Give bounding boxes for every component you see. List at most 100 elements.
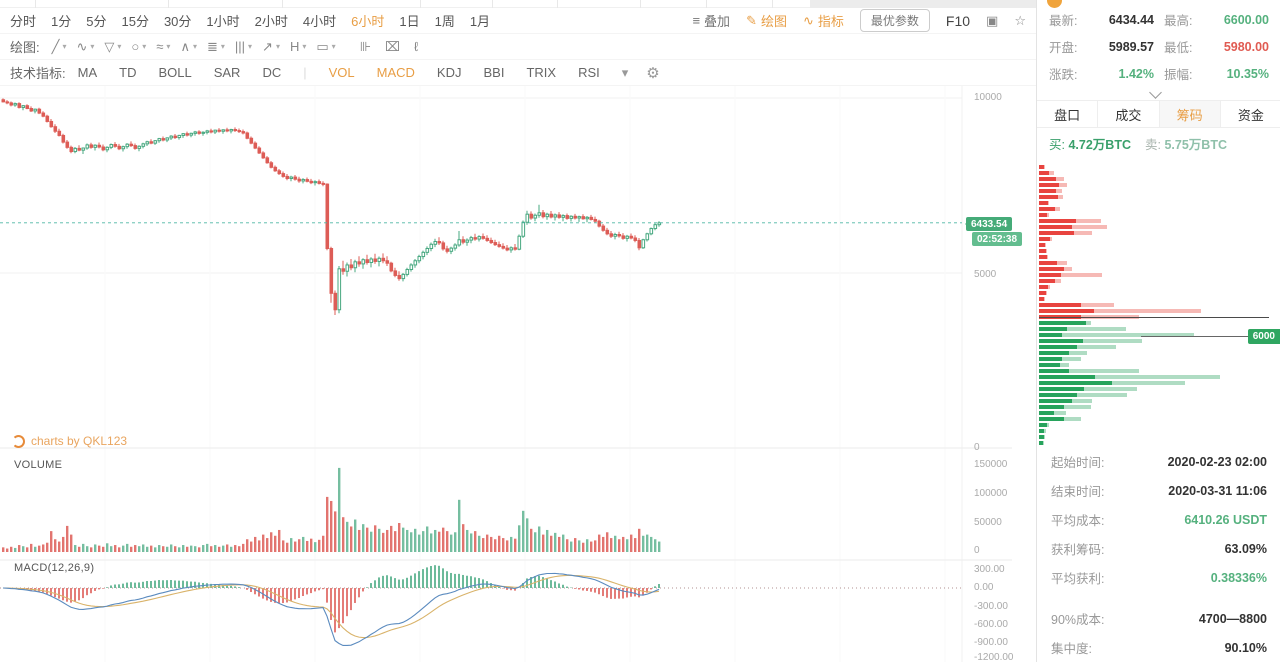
- chip-bar-light: [1039, 405, 1091, 409]
- current-price-separator-line: [1039, 317, 1269, 318]
- chart-toolbar: 分时 1分 5分 15分 30分 1小时 2小时 4小时 6小时 1日 1周 1月 ≡ 叠加 ✎ 绘图…: [0, 8, 1036, 86]
- draw-button[interactable]: ✎ 绘图: [746, 11, 787, 30]
- timeframe-1分[interactable]: 1分: [51, 14, 72, 29]
- draw-tool-5[interactable]: ∧ ▾: [180, 39, 197, 55]
- timeframe-1小时[interactable]: 1小时: [206, 14, 240, 29]
- draw-tool-2[interactable]: ▽ ▾: [104, 39, 121, 55]
- draw-tool-icon: ○: [131, 39, 140, 54]
- stat-value: 5980.00: [1223, 39, 1269, 54]
- indicator-vol[interactable]: VOL: [328, 65, 355, 80]
- draw-tool-7[interactable]: ||| ▾: [235, 39, 252, 55]
- favorite-star-icon[interactable]: ☆: [1014, 12, 1026, 28]
- tab-筹码[interactable]: 筹码: [1159, 101, 1221, 127]
- indicator-bbi[interactable]: BBI: [483, 65, 505, 80]
- draw-tool-0[interactable]: ╱ ▾: [52, 39, 67, 55]
- timeframe-2小时[interactable]: 2小时: [254, 14, 288, 29]
- measure-icon[interactable]: ⊪: [359, 38, 372, 54]
- indicator-dropdown-caret[interactable]: ▾: [621, 64, 629, 80]
- timeframe-分时[interactable]: 分时: [10, 14, 37, 29]
- draw-tool-10[interactable]: ▭ ▾: [316, 39, 335, 55]
- draw-tool-4[interactable]: ≈ ▾: [156, 39, 170, 55]
- indicator-button[interactable]: ∿ 指标: [803, 11, 844, 30]
- timeframe-5分[interactable]: 5分: [86, 14, 107, 29]
- chip-bar-solid: [1039, 207, 1055, 211]
- detail-value: 0.38336%: [1210, 570, 1267, 585]
- eraser-icon[interactable]: ℓ: [414, 38, 419, 54]
- settings-gear-icon[interactable]: ⚙: [646, 64, 660, 82]
- f10-button[interactable]: F10: [945, 12, 971, 29]
- timeframe-list: 分时 1分 5分 15分 30分 1小时 2小时 4小时 6小时 1日 1周 1月: [10, 11, 505, 30]
- timeframe-30分[interactable]: 30分: [163, 14, 192, 29]
- chip-bar-solid: [1039, 195, 1058, 199]
- detail-value: 90.10%: [1224, 640, 1267, 655]
- draw-tool-6[interactable]: ≣ ▾: [207, 39, 225, 55]
- draw-tool-1[interactable]: ∿ ▾: [76, 39, 94, 55]
- chip-bar-solid: [1039, 165, 1044, 169]
- layers-icon: ≡: [692, 13, 701, 28]
- detail-value: 2020-02-23 02:00: [1167, 454, 1267, 469]
- stat-label: 最低:: [1164, 41, 1193, 55]
- indicator-ma[interactable]: MA: [77, 65, 98, 80]
- chip-bar-light: [1039, 225, 1107, 229]
- timeframe-1月[interactable]: 1月: [469, 14, 491, 29]
- tab-盘口[interactable]: 盘口: [1037, 101, 1099, 127]
- detail-value: 6410.26 USDT: [1184, 512, 1267, 527]
- chip-bar-light: [1039, 273, 1102, 277]
- tab-资金[interactable]: 资金: [1220, 101, 1280, 127]
- chip-bar-solid: [1039, 303, 1081, 307]
- indicator-rsi[interactable]: RSI: [578, 65, 600, 80]
- chip-bar-solid: [1039, 201, 1048, 205]
- chevron-down-icon: ▾: [62, 42, 67, 51]
- timeframe-4小时[interactable]: 4小时: [302, 14, 337, 29]
- chip-bar-light: [1039, 387, 1137, 391]
- chip-bar-solid: [1039, 441, 1043, 445]
- stat-label: 振幅:: [1164, 68, 1193, 82]
- watermark: charts by QKL123: [12, 434, 127, 448]
- chevron-down-icon: ▾: [192, 42, 197, 51]
- draw-tool-8[interactable]: ↗ ▾: [262, 39, 280, 55]
- indicator-kdj[interactable]: KDJ: [436, 65, 462, 80]
- coin-logo: [1047, 0, 1062, 8]
- price-tag-leader-line: [1141, 336, 1280, 337]
- stat-row: 最新: 6434.44 最高: 6600.00: [1037, 6, 1280, 33]
- detail-row: 结束时间: 2020-03-31 11:06: [1037, 476, 1280, 505]
- chip-distribution-histogram[interactable]: [1039, 0, 1280, 460]
- draw-tool-icon: ▭: [316, 38, 329, 54]
- draw-tool-icon: ≣: [206, 38, 218, 54]
- detail-row: 平均获利: 0.38336%: [1037, 563, 1280, 592]
- overlay-button[interactable]: ≡ 叠加: [692, 11, 730, 30]
- tab-strip-gray-region: [810, 0, 1258, 8]
- candlestick-chart-canvas[interactable]: [0, 86, 1012, 662]
- draw-tool-icon: ╱: [51, 38, 60, 54]
- indicator-boll[interactable]: BOLL: [158, 65, 192, 80]
- timeframe-1日[interactable]: 1日: [399, 14, 420, 29]
- tab-成交[interactable]: 成交: [1098, 101, 1160, 127]
- timeframe-15分[interactable]: 15分: [121, 14, 149, 29]
- chip-bar-light: [1039, 375, 1220, 379]
- detail-label: 获利筹码:: [1051, 543, 1105, 557]
- chip-bar-solid: [1039, 417, 1064, 421]
- fullscreen-icon[interactable]: ▣: [986, 12, 999, 28]
- draw-tool-icon: ∿: [76, 38, 88, 54]
- chip-bar-solid: [1039, 309, 1094, 313]
- draw-tool-9[interactable]: H ▾: [290, 39, 306, 55]
- timeframe-6小时[interactable]: 6小时: [351, 14, 385, 29]
- timeframe-1周[interactable]: 1周: [434, 14, 455, 29]
- chip-bar-solid: [1039, 369, 1069, 373]
- draw-tool-3[interactable]: ○ ▾: [131, 39, 146, 55]
- indicator-trix[interactable]: TRIX: [526, 65, 557, 80]
- indicator-sar[interactable]: SAR: [213, 65, 241, 80]
- chip-bar-light: [1039, 369, 1139, 373]
- chip-bar-light: [1039, 393, 1127, 397]
- indicator-dc[interactable]: DC: [262, 65, 282, 80]
- indicator-td[interactable]: TD: [119, 65, 137, 80]
- indicator-macd[interactable]: MACD: [376, 65, 415, 80]
- chip-bar-solid: [1039, 333, 1062, 337]
- trash-icon[interactable]: ⌧: [385, 38, 400, 54]
- chevron-down-icon: ▾: [275, 42, 280, 51]
- chevron-down-icon: ▾: [166, 42, 171, 51]
- candle-countdown-tag: 02:52:38: [972, 232, 1023, 246]
- best-params-button[interactable]: 最优参数: [859, 9, 930, 32]
- chip-bar-solid: [1039, 249, 1046, 253]
- chip-bar-solid: [1039, 171, 1049, 175]
